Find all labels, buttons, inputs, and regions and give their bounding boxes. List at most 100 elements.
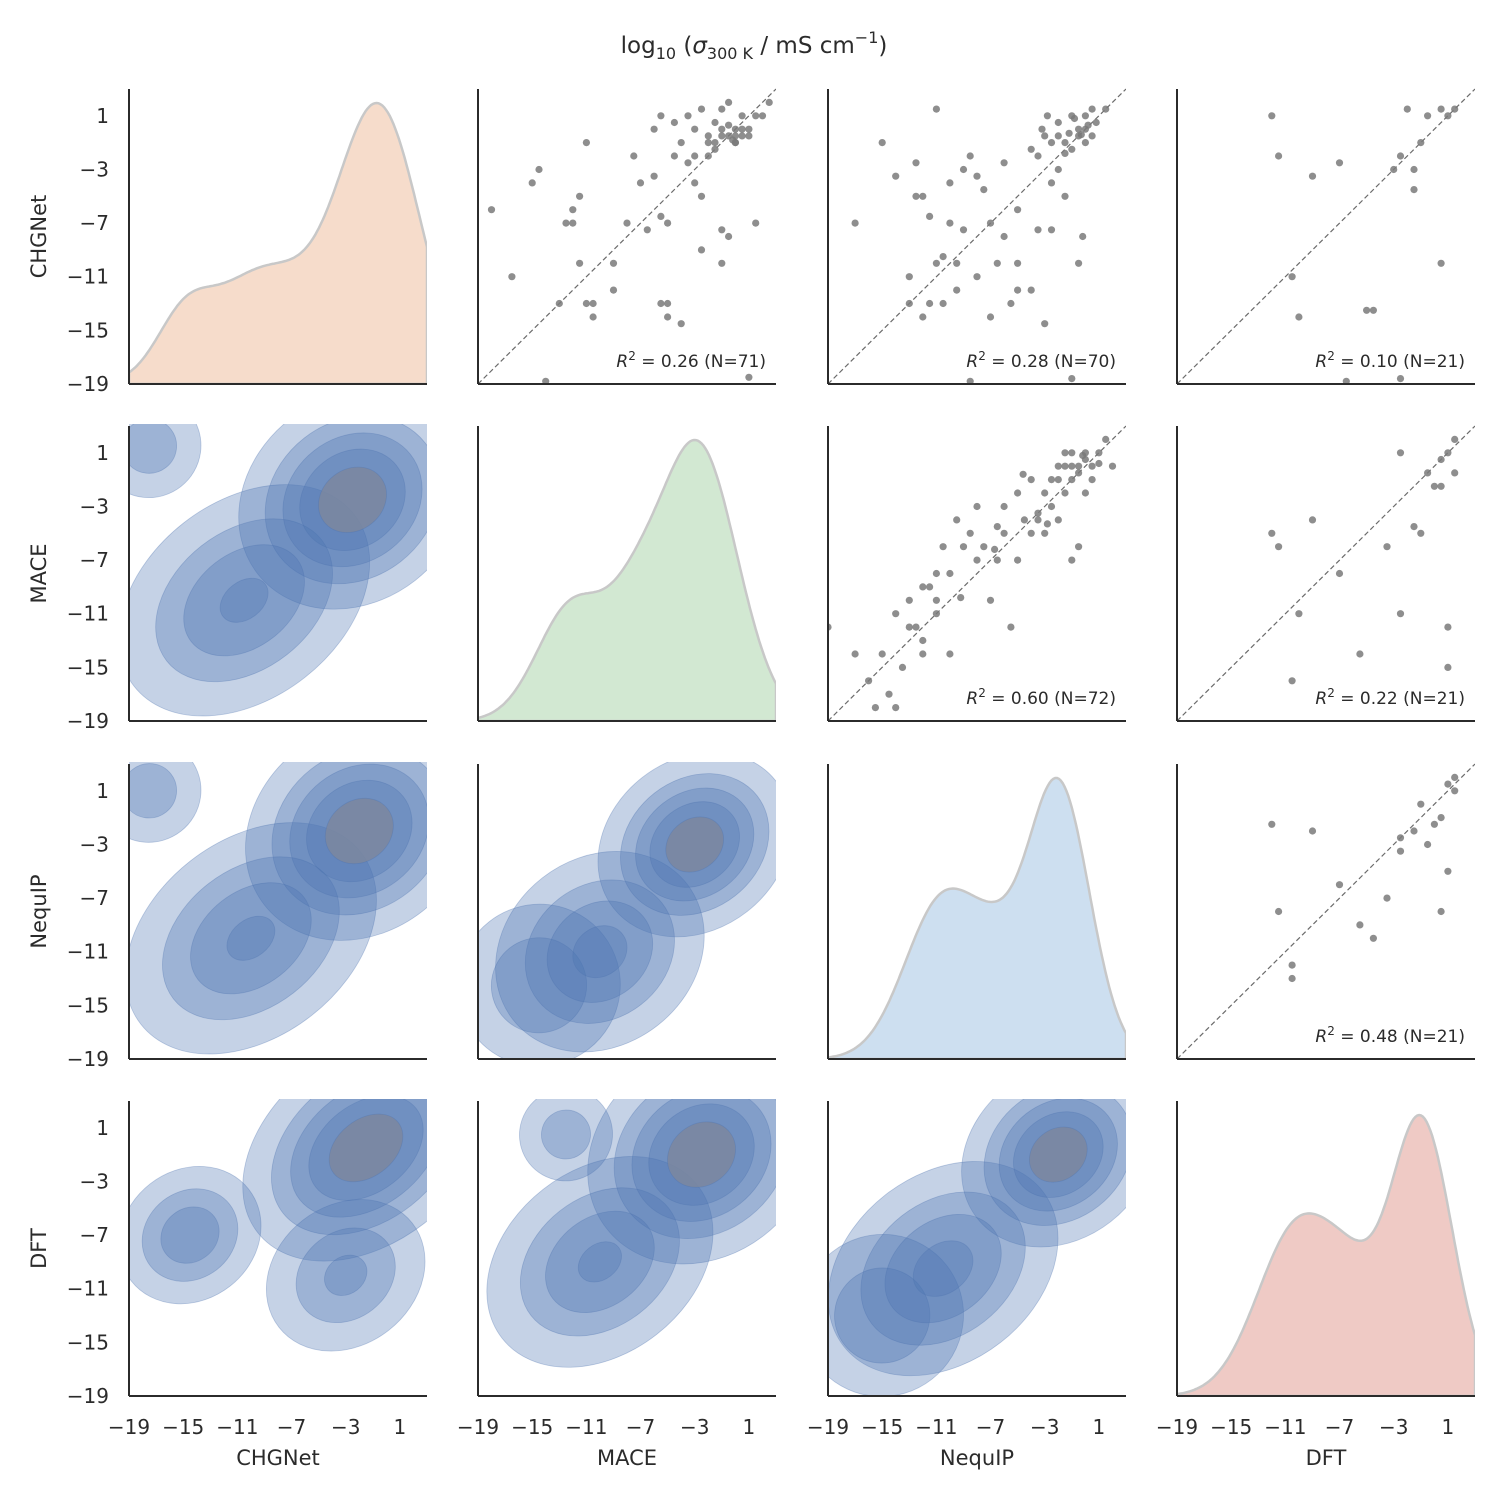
scatter-point [1295, 313, 1303, 321]
scatter-point [1034, 516, 1042, 524]
kde-contour-level-2 [541, 1109, 591, 1160]
kde-contour-level-4 [572, 925, 628, 979]
scatter-point [1054, 132, 1062, 140]
scatter-point [905, 623, 913, 631]
x-tick-label: −7 [277, 1415, 306, 1439]
scatter-point [1288, 677, 1296, 685]
scatter-point [691, 125, 699, 133]
scatter-point [980, 186, 988, 194]
kde2d-dft-vs-mace [486, 1099, 776, 1368]
scatter-point [677, 320, 685, 328]
r2-exponent: 2 [628, 349, 636, 363]
scatter-point [1088, 476, 1096, 484]
scatter-point [946, 650, 954, 658]
r2-symbol: R [1315, 1027, 1327, 1047]
scatter-point [1075, 125, 1083, 133]
scatter-point [1410, 165, 1418, 174]
x-tick-label: 1 [1093, 1415, 1106, 1439]
scatter-point [670, 152, 679, 160]
scatter-point [1437, 482, 1445, 490]
scatter-point [589, 299, 597, 308]
scatter-point [1075, 462, 1083, 470]
scatter-point [1295, 610, 1303, 618]
scatter-point [919, 313, 927, 321]
scatter-point [718, 125, 726, 133]
scatter-point [1007, 623, 1015, 631]
x-axis-label-nequip: NequIP [940, 1446, 1014, 1470]
scatter-point [892, 704, 900, 712]
scatter-point [711, 118, 719, 127]
x-tick-label: −7 [976, 1415, 1005, 1439]
scatter-point [1356, 650, 1364, 658]
kde-contour-level-5 [665, 816, 724, 873]
scatter-point [919, 650, 927, 658]
scatter-point [1034, 226, 1042, 234]
scatter-point [1444, 663, 1452, 672]
kde2d-nequip-vs-mace [478, 762, 776, 1059]
kde2d-dft-vs-nequip [828, 1099, 1126, 1396]
r2-exponent: 2 [1327, 686, 1335, 700]
scatter-point [1437, 455, 1445, 464]
scatter-point [932, 259, 941, 267]
scatter-point [758, 112, 767, 120]
scatter-point [1288, 273, 1296, 281]
scatter-point [609, 259, 618, 267]
scatter-point [697, 246, 706, 254]
title-exponent: −1 [855, 28, 879, 47]
scatter-point [609, 286, 618, 294]
scatter-point [1424, 840, 1432, 849]
scatter-point [1068, 462, 1076, 470]
scatter-point [1054, 462, 1062, 470]
r2-annotation: R2 = 0.60 (N=72) [966, 686, 1116, 709]
scatter-point [1403, 105, 1411, 113]
y-tick-label: −7 [80, 1223, 109, 1247]
scatter-point [1038, 125, 1046, 133]
r2-annotation: R2 = 0.22 (N=21) [1315, 686, 1465, 709]
scatter-point [959, 543, 968, 551]
scatter-point [946, 569, 954, 578]
scatter-point [677, 139, 685, 147]
scatter-point [1335, 569, 1344, 578]
kde-contour-level-5 [318, 466, 387, 533]
y-tick-label: −15 [67, 655, 109, 679]
title-close-paren: ) [878, 33, 887, 59]
scatter-point [1335, 159, 1344, 167]
scatter-point [718, 259, 726, 267]
kde-contour-level-3 [545, 1210, 655, 1313]
x-tick-label: −19 [807, 1415, 849, 1439]
scatter-point [953, 516, 961, 524]
scatter-point [905, 596, 913, 604]
scatter-point [1383, 894, 1391, 902]
kde-contour-level-5 [328, 1113, 404, 1183]
scatter-point [1077, 131, 1085, 139]
kde-curve [1177, 1113, 1475, 1396]
scatter-point [745, 132, 753, 140]
scatter-point [1047, 502, 1056, 511]
scatter-point [1342, 377, 1350, 384]
scatter-point [582, 299, 591, 308]
kde-contour-level-2 [129, 763, 177, 819]
r2-exponent: 2 [1327, 349, 1335, 363]
r2-annotation: R2 = 0.10 (N=21) [1315, 349, 1465, 372]
scatter-point [973, 172, 981, 180]
scatter-point [1088, 132, 1096, 140]
scatter-point [1014, 489, 1022, 497]
scatter-point [1444, 112, 1452, 120]
scatter-point [1396, 610, 1405, 618]
kde-contour-level-5 [667, 1121, 736, 1188]
scatter-point [725, 98, 733, 106]
scatter-point [1369, 306, 1377, 314]
scatter-point [932, 596, 941, 604]
scatter-chgnet-vs-mace [478, 88, 776, 384]
scatter-point [1396, 834, 1405, 842]
r2-annotation: R2 = 0.48 (N=21) [1315, 1024, 1465, 1047]
y-tick-label: −7 [80, 211, 109, 235]
scatter-point [1363, 306, 1371, 314]
scatter-point [569, 219, 577, 227]
scatter-point [919, 192, 927, 200]
x-tick-label: −11 [565, 1415, 607, 1439]
scatter-point [932, 569, 941, 578]
scatter-point [1396, 449, 1405, 457]
scatter-point [1437, 814, 1445, 822]
scatter-point [582, 139, 591, 147]
